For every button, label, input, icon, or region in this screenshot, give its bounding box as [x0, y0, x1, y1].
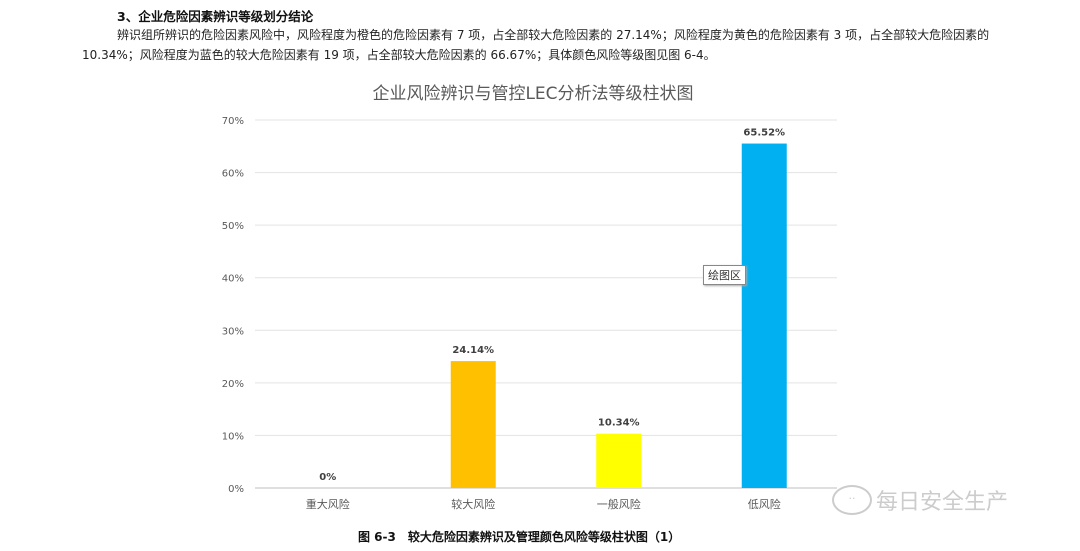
y-tick-label: 70% [222, 116, 244, 127]
bar [596, 433, 642, 488]
y-tick-label: 60% [222, 169, 244, 180]
y-tick-label: 50% [222, 221, 244, 232]
figure-caption: 图 6-3 较大危险因素辨识及管理颜色风险等级柱状图（1） [358, 530, 681, 544]
watermark: ·· 每日安全生产 [832, 484, 1008, 516]
section-heading: 3、企业危险因素辨识等级划分结论 [117, 9, 314, 24]
bar [450, 361, 496, 488]
x-tick-label: 重大风险 [306, 497, 350, 511]
y-tick-label: 40% [222, 274, 244, 285]
y-tick-label: 0% [228, 484, 244, 495]
x-tick-label: 较大风险 [451, 497, 495, 511]
data-label: 65.52% [743, 128, 785, 139]
data-label: 0% [319, 472, 336, 483]
wechat-icon: ·· [832, 485, 872, 515]
bar [741, 143, 787, 488]
data-label: 24.14% [452, 345, 494, 356]
y-tick-label: 30% [222, 326, 244, 337]
plot-area-tooltip: 绘图区 [703, 265, 746, 285]
x-tick-label: 一般风险 [597, 497, 641, 511]
x-tick-label: 低风险 [748, 497, 781, 511]
data-label: 10.34% [598, 418, 640, 429]
y-tick-label: 20% [222, 379, 244, 390]
watermark-text: 每日安全生产 [876, 490, 1009, 515]
body-paragraph: 辨识组所辨识的危险因素风险中，风险程度为橙色的危险因素有 7 项，占全部较大危险… [82, 28, 990, 62]
y-tick-label: 10% [222, 431, 244, 442]
chart-title: 企业风险辨识与管控LEC分析法等级柱状图 [372, 84, 693, 104]
